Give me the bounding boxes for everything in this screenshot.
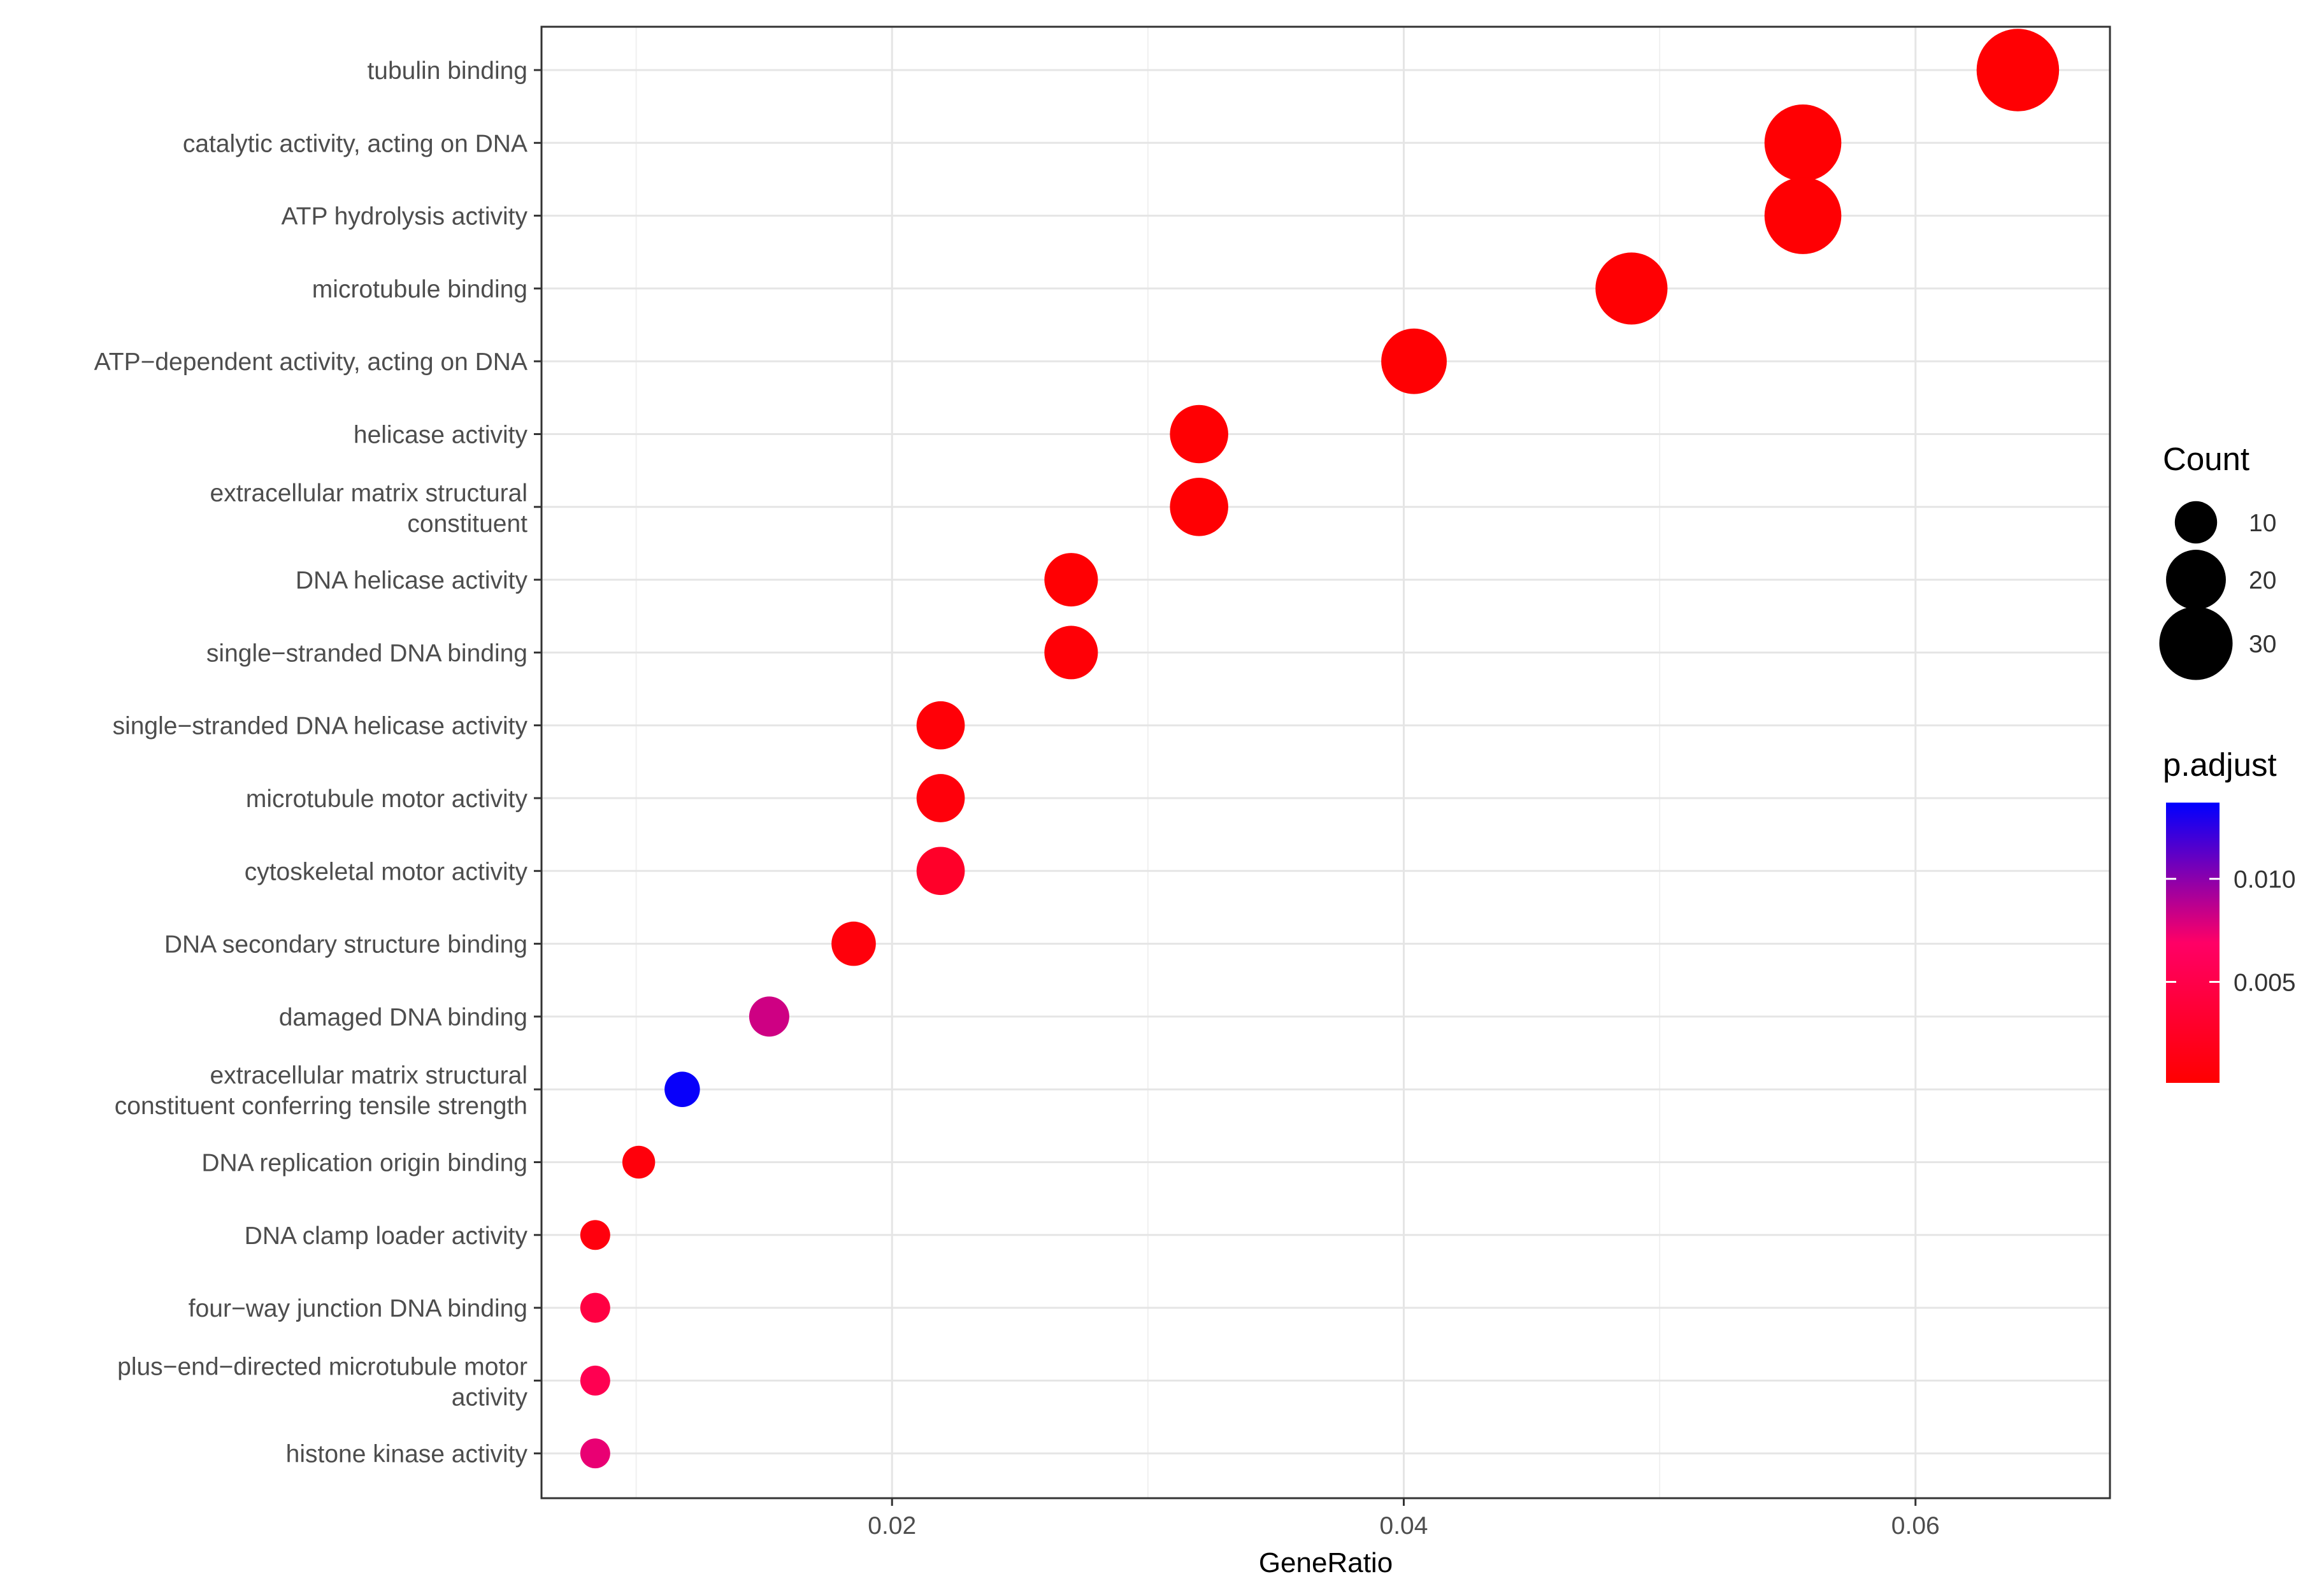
size-legend-label: 30 [2249,631,2276,658]
y-tick-label: tubulin binding [367,57,527,85]
y-tick-label: damaged DNA binding [279,1004,527,1031]
x-axis: 0.02 0.04 0.06 [868,1498,1940,1540]
data-point [1044,553,1098,607]
data-point [1976,29,2060,111]
x-tick-label: 0.02 [868,1512,916,1540]
y-tick-label: plus−end−directed microtubule motor activ… [117,1353,527,1411]
y-tick-label: catalytic activity, acting on DNA [183,130,527,157]
size-legend-label: 10 [2249,510,2276,537]
points-layer [580,29,2060,1469]
y-tick-label: DNA helicase activity [296,567,528,594]
y-tick-label: histone kinase activity [286,1441,528,1468]
data-point [1170,404,1228,464]
color-legend-title: p.adjust [2163,747,2277,783]
y-tick-label: extracellular matrix structural constitue… [210,480,528,538]
y-tick-label: ATP−dependent activity, acting on DNA [94,348,527,376]
data-point [749,996,789,1037]
grid-layer [542,27,2110,1498]
y-tick-label: DNA secondary structure binding [164,931,527,959]
data-point [1381,328,1447,394]
plot-background [542,27,2110,1498]
data-point [664,1071,700,1107]
data-point [1170,478,1228,536]
size-legend: Count 10 20 30 [2159,441,2276,680]
y-tick-label: microtubule binding [312,276,527,303]
data-point [580,1365,610,1396]
color-legend-bar [2166,803,2220,1083]
data-point [1764,177,1842,254]
color-legend-label: 0.010 [2234,866,2296,894]
x-tick-label: 0.06 [1891,1512,1940,1540]
color-legend-label: 0.005 [2234,969,2296,996]
data-point [1595,252,1668,325]
y-tick-label: four−way junction DNA binding [189,1295,527,1322]
data-point [622,1145,656,1179]
y-tick-label: ATP hydrolysis activity [282,203,528,231]
plot-border [540,25,2111,1499]
data-point [916,774,965,822]
x-axis-title: GeneRatio [1259,1547,1393,1578]
x-tick-label: 0.04 [1380,1512,1428,1540]
y-tick-label: DNA clamp loader activity [245,1222,528,1250]
y-axis: tubulin binding catalytic activity, actin… [94,57,542,1468]
size-legend-key [2159,606,2233,680]
y-tick-label: helicase activity [354,422,528,449]
data-point [1044,626,1098,680]
y-tick-label: cytoskeletal motor activity [245,858,528,885]
size-legend-label: 20 [2249,567,2276,594]
data-point [580,1438,610,1469]
size-legend-key [2174,501,2218,544]
y-tick-label: extracellular matrix structural constitue… [115,1062,527,1120]
size-legend-key [2166,550,2226,610]
color-legend: p.adjust 0.005 0.010 [2163,747,2296,1083]
data-point [580,1220,610,1250]
data-point [916,701,965,750]
size-legend-title: Count [2163,441,2249,477]
data-point [916,847,965,896]
y-tick-label: single−stranded DNA binding [206,640,527,667]
data-point [1764,104,1842,182]
y-tick-label: DNA replication origin binding [201,1150,527,1177]
y-tick-label: microtubule motor activity [246,785,528,813]
y-tick-label: single−stranded DNA helicase activity [113,713,528,740]
data-point [580,1292,610,1323]
data-point [831,921,876,966]
